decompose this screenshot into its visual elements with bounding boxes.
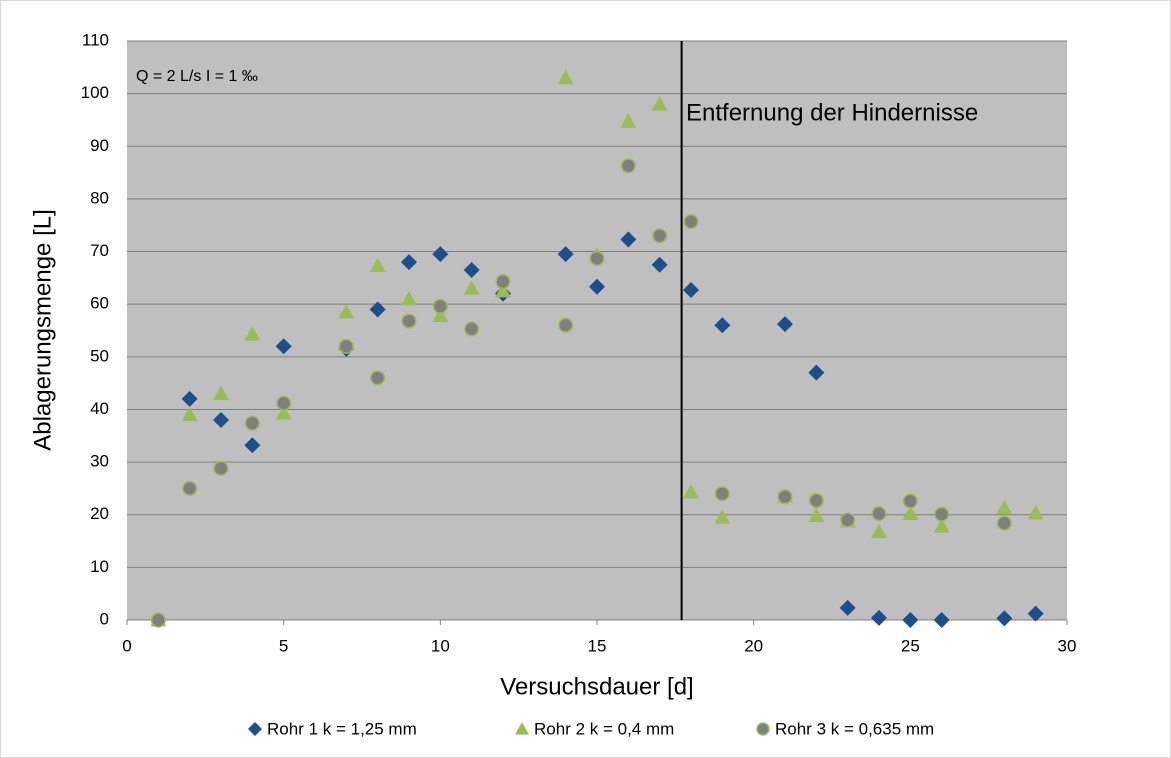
circle-marker: [495, 273, 511, 290]
circle-marker: [840, 512, 856, 528]
diamond-marker: [871, 609, 887, 626]
y-tick-label: 70: [90, 241, 109, 260]
legend-label: Rohr 2 k = 0,4 mm: [534, 719, 674, 738]
y-tick-label: 50: [90, 346, 109, 365]
x-tick-label: 20: [744, 636, 763, 655]
circle-marker: [902, 493, 918, 509]
triangle-marker: [275, 405, 292, 420]
legend-marker: [515, 722, 529, 735]
circle-marker: [401, 313, 417, 329]
triangle-marker: [996, 499, 1013, 515]
triangle-marker: [714, 509, 731, 524]
triangle-marker: [808, 507, 825, 523]
diamond-marker: [933, 612, 950, 628]
triangle-marker: [557, 69, 574, 85]
triangle-marker: [495, 283, 511, 298]
diamond-marker: [808, 364, 825, 381]
annotation: Q = 2 L/s I = 1 ‰: [136, 68, 258, 85]
circle-marker: [244, 415, 260, 431]
x-tick-label: 10: [431, 636, 450, 655]
diamond-marker: [589, 278, 605, 295]
annotation: Entfernung der Hindernisse: [686, 99, 978, 126]
y-tick-label: 60: [90, 294, 109, 313]
x-tick-label: 5: [279, 636, 288, 655]
y-tick-label: 0: [100, 609, 109, 628]
circle-marker: [777, 489, 793, 505]
triangle-marker: [1027, 505, 1044, 520]
triangle-marker: [871, 523, 887, 538]
triangle-marker: [933, 518, 950, 533]
diamond-marker: [181, 390, 198, 407]
diamond-marker: [651, 256, 668, 273]
triangle-marker: [181, 406, 198, 422]
circle-marker: [182, 480, 198, 496]
diamond-marker: [683, 281, 699, 298]
triangle-marker: [620, 113, 637, 128]
legend-marker: [756, 722, 770, 736]
circle-marker: [683, 213, 699, 230]
triangle-marker: [463, 280, 480, 295]
circle-marker: [150, 612, 166, 628]
circle-marker: [338, 338, 354, 354]
triangle-marker: [338, 304, 355, 319]
circle-marker: [432, 298, 448, 314]
y-axis-label: Ablagerungsmenge [L]: [29, 209, 56, 451]
y-tick-label: 30: [90, 452, 109, 471]
circle-marker: [934, 506, 950, 522]
diamond-marker: [777, 316, 793, 333]
triangle-marker: [902, 505, 919, 521]
diamond-marker: [714, 317, 731, 334]
y-tick-label: 10: [90, 557, 109, 576]
diamond-marker: [244, 437, 261, 454]
y-tick-label: 20: [90, 504, 109, 523]
diamond-marker: [996, 610, 1013, 627]
y-tick-label: 40: [90, 399, 109, 418]
triangle-marker: [213, 385, 229, 401]
triangle-marker: [432, 307, 449, 323]
legend-label: Rohr 1 k = 1,25 mm: [267, 719, 417, 738]
y-tick-label: 90: [90, 136, 109, 155]
circle-marker: [996, 515, 1012, 531]
diamond-marker: [463, 261, 480, 278]
triangle-marker: [651, 96, 668, 111]
circle-marker: [589, 250, 605, 266]
y-tick-label: 100: [81, 83, 109, 102]
circle-marker: [213, 460, 229, 476]
circle-marker: [464, 321, 480, 337]
diamond-marker: [432, 246, 449, 263]
circle-marker: [276, 395, 292, 411]
diamond-marker: [275, 338, 292, 355]
circle-marker: [558, 317, 574, 333]
x-tick-label: 0: [122, 636, 131, 655]
y-tick-label: 110: [82, 30, 109, 49]
triangle-marker: [401, 290, 417, 306]
circle-marker: [370, 370, 386, 386]
circle-marker: [808, 492, 824, 509]
plot-area: [127, 41, 1067, 620]
x-axis-label: Versuchsdauer [d]: [500, 673, 693, 700]
triangle-marker: [244, 326, 261, 341]
legend-marker: [248, 722, 262, 736]
diamond-marker: [401, 254, 417, 271]
diamond-marker: [213, 411, 229, 428]
circle-marker: [652, 228, 668, 244]
triangle-marker: [369, 257, 386, 273]
diamond-marker: [557, 246, 574, 263]
y-tick-label: 80: [90, 188, 109, 207]
circle-marker: [871, 506, 887, 522]
x-tick-label: 30: [1058, 636, 1077, 655]
triangle-marker: [683, 484, 699, 499]
circle-marker: [714, 486, 730, 502]
diamond-marker: [620, 231, 637, 248]
circle-marker: [620, 158, 636, 174]
x-tick-label: 25: [901, 636, 920, 655]
diamond-marker: [1027, 605, 1044, 622]
diamond-marker: [902, 612, 919, 628]
diamond-marker: [839, 599, 856, 616]
x-tick-label: 15: [588, 636, 607, 655]
legend-label: Rohr 3 k = 0,635 mm: [775, 719, 934, 738]
diamond-marker: [369, 301, 386, 318]
